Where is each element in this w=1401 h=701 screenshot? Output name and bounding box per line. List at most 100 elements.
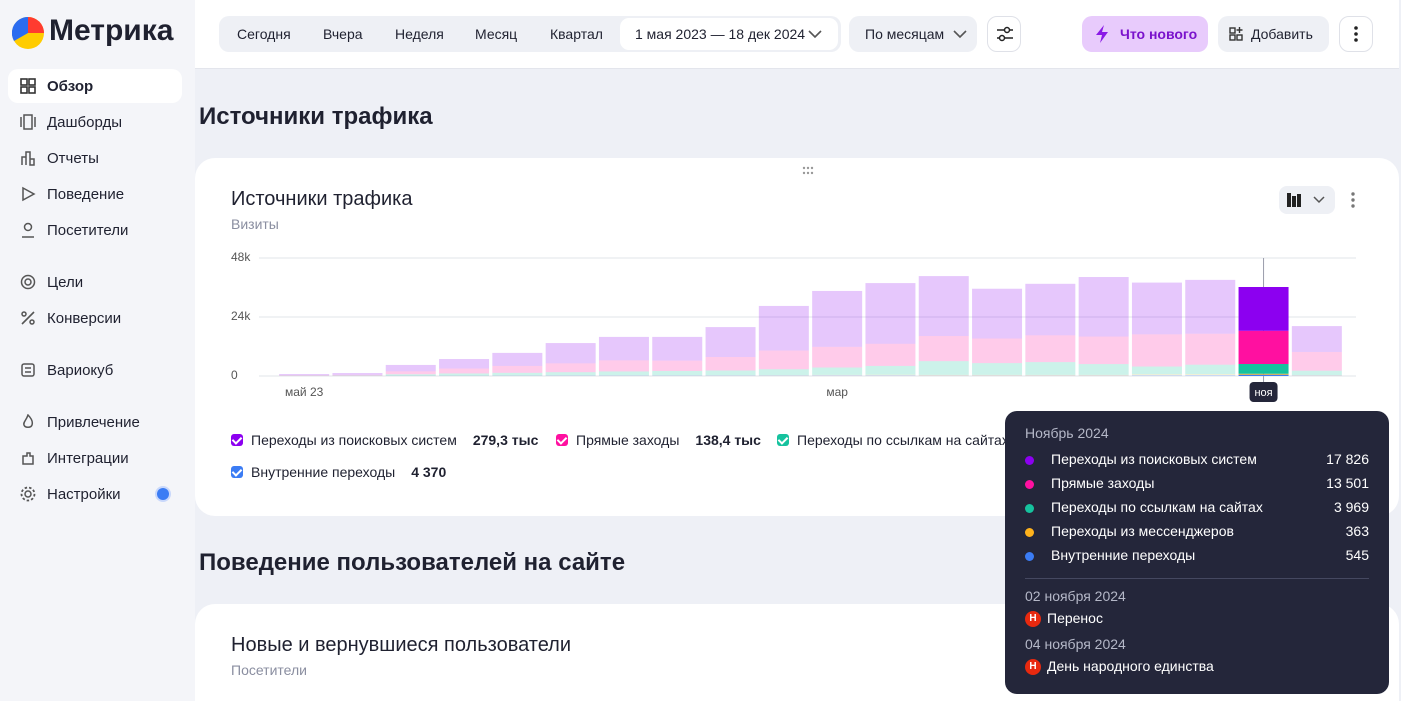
event-name: День народного единства (1047, 658, 1214, 674)
card-subtitle: Посетители (231, 662, 307, 678)
nav-item[interactable]: Интеграции (8, 441, 182, 475)
menu-button[interactable] (1339, 16, 1373, 52)
event-badge: Н (1025, 659, 1041, 675)
nav-label: Интеграции (47, 449, 129, 467)
legend-checkbox (231, 466, 243, 478)
nav-item[interactable]: Дашборды (8, 105, 182, 139)
logo: Метрика (49, 14, 174, 47)
nav-label: Цели (47, 273, 84, 291)
nav-item[interactable]: Обзор (8, 69, 182, 103)
notification-dot (157, 488, 169, 500)
tooltip-series: Прямые заходы (1051, 475, 1155, 491)
chart-type-switch[interactable] (1279, 186, 1335, 214)
period-button[interactable]: Неделя (395, 26, 444, 42)
nav-item[interactable]: Поведение (8, 177, 182, 211)
nav-label: Отчеты (47, 149, 99, 167)
tooltip-value: 13 501 (1326, 475, 1369, 491)
chart-type-icon (1287, 193, 1325, 207)
chart-subtitle: Визиты (231, 216, 279, 232)
legend-checkbox (556, 434, 568, 446)
date-range[interactable]: 1 мая 2023 — 18 дек 2024 (620, 18, 838, 50)
nav-icon (20, 78, 36, 94)
add-button[interactable]: Добавить (1218, 16, 1329, 52)
chevron (953, 30, 967, 39)
drag-handle[interactable] (802, 166, 814, 176)
nav-label: Дашборды (47, 113, 122, 131)
event-date: 02 ноября 2024 (1025, 588, 1126, 604)
nav-label: Конверсии (47, 309, 122, 327)
section-title: Источники трафика (199, 103, 433, 130)
nav-icon (20, 114, 36, 130)
dots-icon (1354, 26, 1358, 42)
event-date: 04 ноября 2024 (1025, 636, 1126, 652)
legend-label: Переходы по ссылкам на сайтах (797, 432, 1009, 448)
nav-item[interactable]: Вариокуб (8, 353, 182, 387)
card-menu[interactable] (1351, 192, 1355, 208)
legend-total: 138,4 тыс (695, 432, 761, 448)
tooltip-value: 3 969 (1333, 499, 1369, 515)
nav-icon (21, 363, 35, 377)
legend-total: 4 370 (411, 464, 447, 480)
add-text: Добавить (1251, 26, 1313, 42)
filter-button[interactable] (987, 16, 1021, 52)
nav-icon (20, 486, 36, 502)
nav-icon (20, 274, 36, 290)
sidebar: Метрика Обзор Дашборды Отчеты Поведение Посе… (0, 0, 195, 701)
legend-label: Переходы из поисковых систем (251, 432, 457, 448)
chevron (808, 30, 822, 39)
period-switch: 1 мая 2023 — 18 дек 2024 Сегодня Вчера Нед… (219, 16, 841, 52)
event-badge: Н (1025, 611, 1041, 627)
bolt-icon (1096, 25, 1108, 43)
nav-label: Настройки (47, 485, 121, 503)
tooltip-dot (1025, 552, 1034, 561)
tooltip-value: 363 (1345, 523, 1369, 539)
tooltip-series: Переходы по ссылкам на сайтах (1051, 499, 1263, 515)
nav-item[interactable]: Цели (8, 265, 182, 299)
top-bar: 1 мая 2023 — 18 дек 2024 Сегодня Вчера Нед… (195, 0, 1399, 69)
nav-icon (21, 311, 35, 325)
tooltip: Ноябрь 2024 Переходы из поисковых систем… (1005, 411, 1389, 694)
section-title: Поведение пользователей на сайте (199, 549, 626, 576)
event-name: Перенос (1047, 610, 1103, 626)
tooltip-dot (1025, 504, 1034, 513)
card-title: Новые и вернувшиеся пользователи (231, 634, 572, 656)
nav-label: Привлечение (47, 413, 140, 431)
legend-total: 279,3 тыс (472, 432, 539, 448)
legend-checkbox (777, 434, 789, 446)
legend-item[interactable]: Внутренние переходы 4 370 (231, 464, 446, 480)
legend-checkbox (231, 434, 243, 446)
add-icon (1229, 27, 1243, 41)
legend-item[interactable]: Переходы из поисковых систем 279,3 тыс (231, 432, 538, 448)
tooltip-series: Переходы из поисковых систем (1051, 451, 1257, 467)
nav-item[interactable]: Конверсии (8, 301, 182, 335)
period-button[interactable]: Вчера (323, 26, 363, 42)
legend-item[interactable]: Переходы по ссылкам на сайтах (777, 432, 1009, 448)
tooltip-dot (1025, 456, 1034, 465)
legend-label: Внутренние переходы (251, 464, 396, 480)
date-range-text: 1 мая 2023 — 18 дек 2024 (635, 26, 806, 42)
tooltip-title: Ноябрь 2024 (1025, 425, 1109, 441)
nav-icon (22, 452, 34, 465)
nav-label: Посетители (47, 221, 129, 239)
nav-label: Вариокуб (47, 361, 114, 379)
whats-new[interactable]: Что нового (1082, 16, 1208, 52)
tooltip-value: 545 (1345, 547, 1369, 563)
tooltip-value: 17 826 (1326, 451, 1369, 467)
tooltip-dot (1025, 480, 1034, 489)
nav-item[interactable]: Посетители (8, 213, 182, 247)
legend-item[interactable]: Прямые заходы 138,4 тыс (556, 432, 761, 448)
nav-label: Поведение (47, 185, 125, 203)
period-button[interactable]: Месяц (475, 26, 518, 42)
logo-icon (12, 17, 44, 49)
grouping-text: По месяцам (865, 26, 945, 42)
grouping[interactable]: По месяцам (849, 16, 977, 52)
nav-item[interactable]: Привлечение (8, 405, 182, 439)
whats-new-text: Что нового (1120, 26, 1198, 42)
nav-label: Обзор (47, 77, 94, 95)
nav-icon (23, 414, 34, 428)
nav-item[interactable]: Настройки (8, 477, 182, 511)
nav-item[interactable]: Отчеты (8, 141, 182, 175)
period-button[interactable]: Квартал (550, 26, 603, 42)
period-button[interactable]: Сегодня (237, 26, 291, 42)
filter-icon (997, 26, 1013, 42)
